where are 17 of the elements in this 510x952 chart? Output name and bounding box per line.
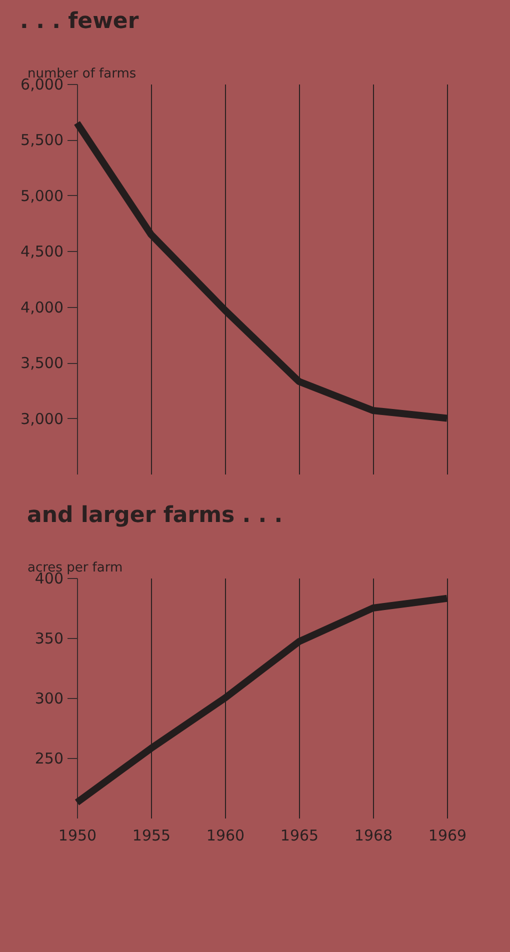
- y-tick-label: 350: [34, 630, 64, 648]
- y-tick-label: 5,500: [20, 131, 64, 150]
- x-tick-label: 1955: [132, 826, 171, 844]
- x-tick-label: 1960: [206, 826, 245, 844]
- y-tick-label: 300: [34, 690, 64, 708]
- chart-title: and larger farms . . .: [27, 503, 283, 528]
- chart-title: . . . fewer: [20, 9, 139, 34]
- y-tick-label: 4,500: [20, 242, 64, 261]
- x-tick-label: 1969: [428, 826, 467, 844]
- x-tick-label: 1950: [58, 826, 97, 844]
- x-tick-label: 1968: [354, 826, 393, 844]
- y-tick-label: 250: [34, 750, 64, 768]
- y-tick-label: 5,000: [20, 186, 64, 205]
- y-tick-label: 3,000: [20, 410, 64, 428]
- y-tick-label: 3,500: [20, 354, 64, 372]
- x-tick-label: 1965: [280, 826, 319, 844]
- y-tick-label: 4,000: [20, 298, 64, 316]
